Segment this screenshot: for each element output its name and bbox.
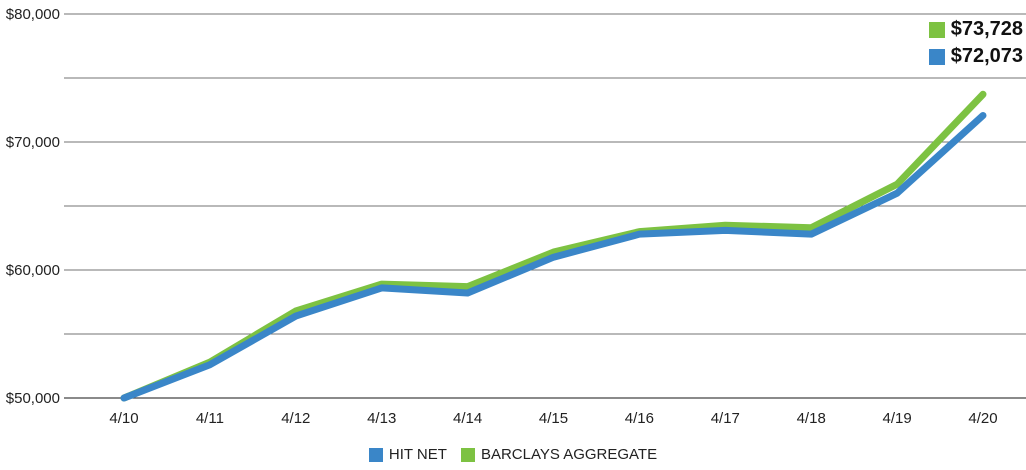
legend-item-hit-net: HIT NET xyxy=(368,446,447,463)
x-tick-label: 4/11 xyxy=(196,410,224,427)
legend-swatch-barclays xyxy=(460,447,475,462)
legend-item-barclays: BARCLAYS AGGREGATE xyxy=(460,446,658,463)
y-tick-label: $70,000 xyxy=(6,134,60,151)
x-tick-label: 4/16 xyxy=(625,410,654,427)
end-callout-hit-net: $72,073 xyxy=(928,45,1023,68)
x-tick-label: 4/18 xyxy=(797,410,826,427)
x-tick-label: 4/13 xyxy=(367,410,396,427)
legend: HIT NET BARCLAYS AGGREGATE xyxy=(0,446,1026,463)
x-axis: 4/10 4/11 4/12 4/13 4/14 4/15 4/16 4/17 4/18 4/19… xyxy=(109,410,997,427)
series-line-hit-net xyxy=(120,111,987,402)
end-value-callouts: $73,728 $72,073 xyxy=(928,18,1023,72)
y-tick-label: $60,000 xyxy=(6,262,60,279)
x-tick-label: 4/19 xyxy=(882,410,911,427)
legend-swatch-hit-net xyxy=(368,447,383,462)
end-value-barclays: $73,728 xyxy=(950,18,1023,40)
x-tick-label: 4/15 xyxy=(539,410,568,427)
x-tick-label: 4/14 xyxy=(453,410,482,427)
series-lines xyxy=(120,90,987,402)
x-tick-label: 4/20 xyxy=(968,410,997,427)
x-tick-label: 4/10 xyxy=(109,410,138,427)
end-value-hit-net: $72,073 xyxy=(950,45,1023,67)
y-tick-label: $80,000 xyxy=(6,6,60,23)
x-tick-label: 4/12 xyxy=(281,410,310,427)
legend-label-barclays: BARCLAYS AGGREGATE xyxy=(480,446,658,463)
x-tick-label: 4/17 xyxy=(711,410,740,427)
y-axis: $50,000 $60,000 $70,000 $80,000 xyxy=(6,6,60,407)
gridlines xyxy=(64,13,1026,399)
y-tick-label: $50,000 xyxy=(6,390,60,407)
legend-label-hit-net: HIT NET xyxy=(388,446,447,463)
hit-net-swatch xyxy=(928,48,945,65)
barclays-swatch xyxy=(928,21,945,38)
series-line-barclays xyxy=(120,90,987,402)
end-callout-barclays: $73,728 xyxy=(928,18,1023,41)
